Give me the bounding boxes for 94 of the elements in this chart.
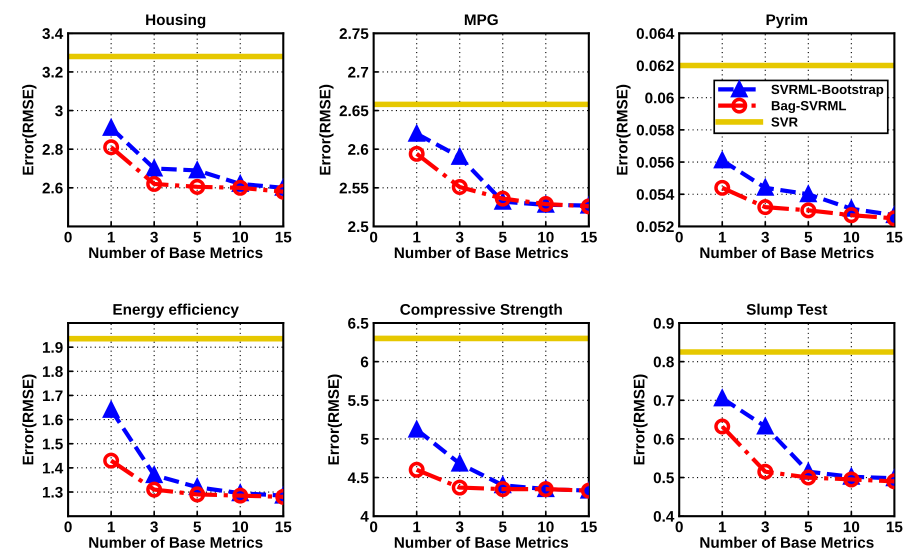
x-tick-label: 5 xyxy=(804,522,812,532)
x-tick-label: 0 xyxy=(676,232,683,243)
y-tick-label: 3.2 xyxy=(42,66,63,78)
x-tick-label: 0 xyxy=(64,521,72,532)
y-tick-label: 0.5 xyxy=(654,472,674,484)
x-tick-label: 1 xyxy=(413,232,421,242)
x-tick-label: 10 xyxy=(844,521,860,532)
y-tick-label: 0.058 xyxy=(636,124,674,136)
y-tick-label: 0.056 xyxy=(636,156,674,168)
y-tick-label: 4.5 xyxy=(348,472,368,484)
y-tick-label: 2.8 xyxy=(42,144,63,155)
x-tick-label: 1 xyxy=(108,522,115,532)
x-tick-label: 1 xyxy=(413,522,421,532)
chart-title: Housing xyxy=(146,14,206,28)
x-axis-title: Number of Base Metrics xyxy=(394,246,568,258)
y-tick-label: 5.5 xyxy=(348,395,368,406)
x-tick-label: 1 xyxy=(108,232,115,242)
y-tick-label: 1.6 xyxy=(42,414,63,426)
y-tick-label: 0.06 xyxy=(645,92,674,104)
y-tick-label: 5 xyxy=(360,434,368,445)
chart-title: MPG xyxy=(464,14,498,26)
x-tick-label: 1 xyxy=(718,232,726,242)
y-tick-label: 1.5 xyxy=(42,438,63,450)
y-axis-title: Error(RMSE) xyxy=(633,374,648,464)
y-tick-label: 3 xyxy=(55,105,63,116)
y-tick-label: 0.062 xyxy=(636,60,674,72)
x-axis-title: Number of Base Metrics xyxy=(89,246,263,258)
chart-title: Pyrim xyxy=(766,14,808,28)
x-axis-title: Number of Base Metrics xyxy=(89,536,263,548)
x-axis-title: Number of Base Metrics xyxy=(700,536,874,548)
y-tick-label: 1.7 xyxy=(42,390,63,401)
x-tick-label: 15 xyxy=(886,522,902,532)
x-tick-label: 15 xyxy=(581,232,597,243)
y-tick-label: 1.8 xyxy=(42,366,63,377)
x-tick-label: 15 xyxy=(581,522,597,532)
y-axis-title: Error(RMSE) xyxy=(22,84,36,175)
x-tick-label: 10 xyxy=(844,232,860,243)
x-tick-label: 0 xyxy=(370,521,378,532)
y-tick-label: 0.9 xyxy=(654,318,674,329)
y-tick-label: 1.9 xyxy=(42,342,63,353)
chart-title: Energy efficiency xyxy=(113,304,239,318)
y-tick-label: 0.054 xyxy=(636,189,674,200)
y-axis-title: Error(RMSE) xyxy=(616,84,631,175)
y-tick-label: 2.55 xyxy=(340,182,368,194)
x-axis-title: Number of Base Metrics xyxy=(394,536,568,548)
y-tick-label: 0.4 xyxy=(654,511,674,522)
x-tick-label: 1 xyxy=(718,522,726,532)
x-tick-label: 5 xyxy=(498,522,507,532)
y-tick-label: 2.75 xyxy=(340,28,368,39)
y-tick-label: 0.052 xyxy=(636,221,674,232)
x-tick-label: 10 xyxy=(232,232,248,243)
y-tick-label: 0.8 xyxy=(654,356,674,368)
y-tick-label: 6.5 xyxy=(348,318,368,329)
x-tick-label: 3 xyxy=(150,521,158,532)
x-tick-label: 3 xyxy=(150,232,158,243)
y-tick-label: 4 xyxy=(360,511,369,522)
y-tick-label: 6 xyxy=(360,356,368,368)
x-tick-label: 10 xyxy=(538,521,554,532)
y-axis-title: Error(RMSE) xyxy=(319,84,334,175)
y-tick-label: 2.6 xyxy=(42,182,63,194)
y-tick-label: 1.3 xyxy=(42,486,63,498)
x-tick-label: 5 xyxy=(193,232,202,243)
y-tick-label: 3.4 xyxy=(42,28,64,40)
x-tick-label: 3 xyxy=(761,232,769,243)
x-tick-label: 5 xyxy=(193,522,202,532)
x-tick-label: 3 xyxy=(761,521,769,532)
x-tick-label: 5 xyxy=(804,232,812,243)
x-axis-title: Number of Base Metrics xyxy=(700,246,874,258)
y-tick-label: 0.064 xyxy=(636,28,674,39)
legend-label: Bag-SVRML xyxy=(772,101,846,114)
y-tick-label: 0.6 xyxy=(654,434,674,445)
x-tick-label: 10 xyxy=(538,232,554,243)
y-tick-label: 2.65 xyxy=(340,105,368,116)
y-axis-title: Error(RMSE) xyxy=(22,374,36,464)
legend-label: SVRML-Bootstrap xyxy=(771,84,884,97)
x-tick-label: 5 xyxy=(498,232,507,243)
y-tick-label: 2.5 xyxy=(348,221,368,232)
x-tick-label: 15 xyxy=(276,522,292,532)
y-axis-title: Error(RMSE) xyxy=(328,374,342,464)
x-tick-label: 0 xyxy=(370,232,378,243)
x-tick-label: 3 xyxy=(456,232,464,243)
x-tick-label: 0 xyxy=(676,521,683,532)
x-tick-label: 15 xyxy=(276,232,292,243)
x-tick-label: 0 xyxy=(64,232,72,243)
chart-title: Slump Test xyxy=(746,304,828,318)
chart-title: Compressive Strength xyxy=(400,304,562,318)
y-tick-label: 2.6 xyxy=(348,144,368,155)
x-tick-label: 10 xyxy=(232,521,248,532)
y-tick-label: 1.4 xyxy=(42,462,64,474)
x-tick-label: 3 xyxy=(456,521,464,532)
legend-label: SVR xyxy=(771,117,798,127)
y-tick-label: 2.7 xyxy=(348,66,368,78)
x-tick-label: 15 xyxy=(886,232,902,243)
y-tick-label: 0.7 xyxy=(654,395,674,406)
